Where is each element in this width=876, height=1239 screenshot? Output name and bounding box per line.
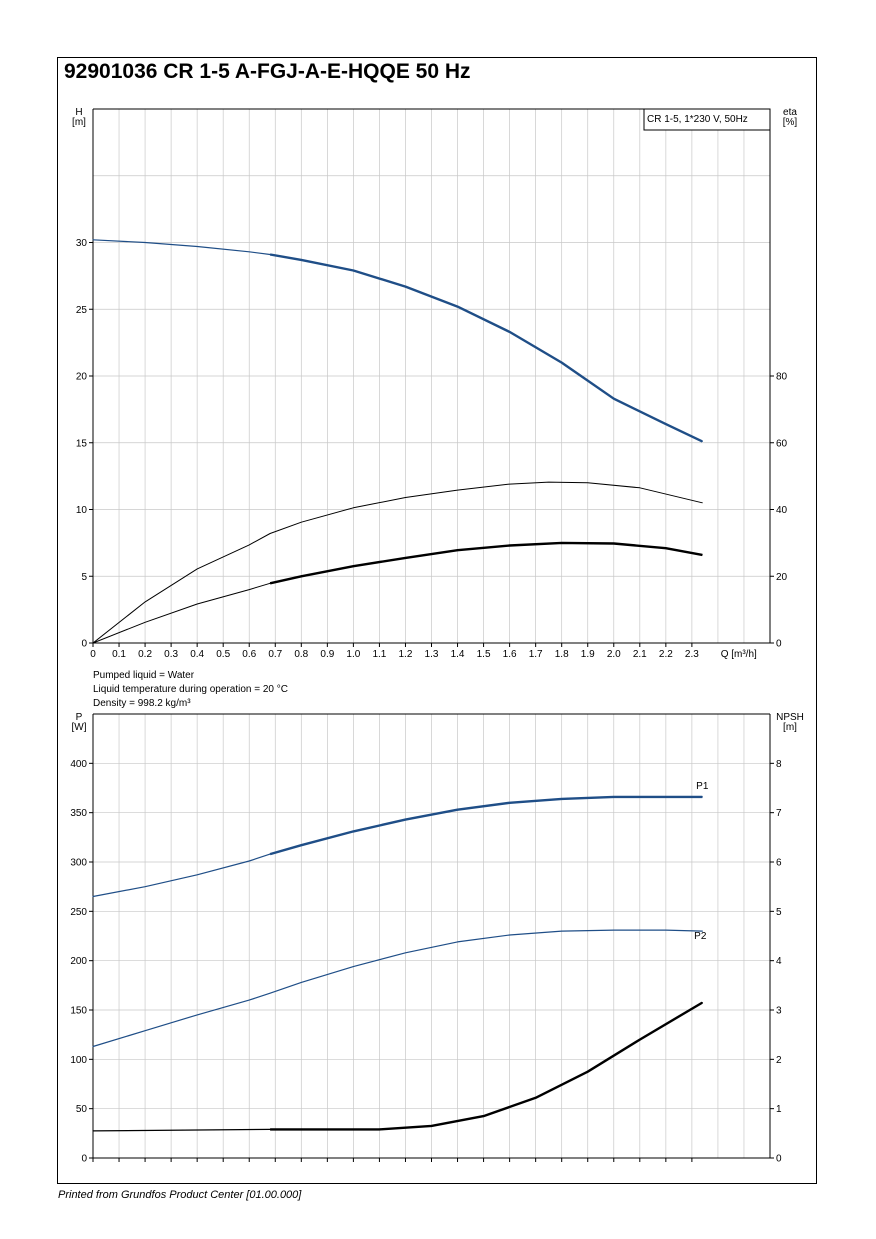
y-left-tick-label: 0 [81,1154,87,1165]
y-left-tick-label: 350 [70,808,87,819]
series-line [92,542,703,644]
y-right-tick-label: 80 [776,372,788,383]
x-tick-label: 0.2 [138,649,152,660]
x-tick-label: 1.1 [372,649,386,660]
y-right-tick-label: 60 [776,438,788,449]
y-right-tick-label: 20 [776,572,788,583]
series-line-p1 [92,796,703,898]
liquid-info-line: Liquid temperature during operation = 20… [93,684,288,695]
x-tick-label: 2.2 [659,649,673,660]
series-duty-range [269,253,703,443]
x-tick-label: 1.2 [399,649,413,660]
liquid-info-line: Density = 998.2 kg/m³ [93,698,191,709]
x-tick-label: 0.8 [294,649,308,660]
y-left-tick-label: 150 [70,1006,87,1017]
x-tick-label: 1.3 [425,649,439,660]
y-left-axis-label: H [75,107,82,118]
liquid-info-line: Pumped liquid = Water [93,670,195,681]
y-right-tick-label: 7 [776,808,782,819]
power-npsh-chart: 0 50 100 150 200 250 300 350 400 P[W] 0 1 2 3 4 5 6 7 8 NPS… [70,712,804,1165]
x-tick-label: 1.6 [503,649,517,660]
head-efficiency-chart: 0 5 10 15 20 25 30 H[m] 0 20 40 60 80 eta[%] 0 0.1 0.2 0.… [72,107,797,660]
series-line [92,481,703,644]
series-line [92,1002,703,1132]
series-line [92,239,703,442]
grid [92,108,771,644]
x-tick-label: 1.7 [529,649,543,660]
y-left-axis-unit: [m] [72,117,86,128]
footer-note: Printed from Grundfos Product Center [01… [58,1189,302,1201]
y-right-tick-label: 5 [776,907,782,918]
x-tick-label: 1.8 [555,649,569,660]
page-title: 92901036 CR 1-5 A-FGJ-A-E-HQQE 50 Hz [64,60,471,83]
y-left-tick-label: 5 [81,572,87,583]
y-right-axis-label: eta [783,107,797,118]
legend-box-text: CR 1-5, 1*230 V, 50Hz [647,114,748,125]
y-right-tick-label: 40 [776,505,788,516]
liquid-info: Pumped liquid = Water Liquid temperature… [93,670,288,709]
y-right-tick-label: 2 [776,1055,782,1066]
legend-box: CR 1-5, 1*230 V, 50Hz [643,108,771,131]
y-right-tick-label: 3 [776,1006,782,1017]
x-tick-label: 0.6 [242,649,256,660]
y-right-tick-label: 1 [776,1104,782,1115]
y-left-tick-label: 50 [76,1104,88,1115]
y-left-tick-label: 15 [76,438,88,449]
x-tick-label: 0.7 [268,649,282,660]
y-left-tick-label: 100 [70,1055,87,1066]
x-tick-label: 1.9 [581,649,595,660]
y-left-axis-unit: [W] [72,722,87,733]
series-duty-range [269,541,703,585]
x-tick-label: 2.1 [633,649,647,660]
y-right-axis-unit: [%] [783,117,798,128]
series-duty-range [270,1001,703,1131]
y-right-tick-label: 4 [776,956,782,967]
y-right-tick-label: 0 [776,639,782,650]
x-tick-label: 0.5 [216,649,230,660]
legend-box-frame [643,108,771,131]
x-tick-label: 2.0 [607,649,621,660]
grid [92,713,771,1159]
x-tick-label: 1.0 [346,649,360,660]
y-left-tick-label: 400 [70,759,87,770]
y-left-tick-label: 0 [81,639,87,650]
x-tick-label: 0.4 [190,649,204,660]
page-frame [57,57,817,1184]
y-left-tick-label: 10 [76,505,88,516]
y-right-axis-unit: [m] [783,722,797,733]
y-left-tick-label: 300 [70,858,87,869]
y-right-axis-label: NPSH [776,712,804,723]
y-left-tick-label: 25 [76,305,88,316]
x-tick-label: 0.1 [112,649,126,660]
series-duty-range [269,795,703,856]
y-left-tick-label: 250 [70,907,87,918]
y-right-tick-label: 8 [776,759,782,770]
x-tick-label: 2.3 [685,649,699,660]
y-left-tick-label: 20 [76,372,88,383]
y-right-tick-label: 0 [776,1154,782,1165]
series-label-p2: P2 [694,931,707,942]
x-tick-label: 0.9 [320,649,334,660]
y-left-axis-label: P [76,712,83,723]
x-tick-label: 0 [90,649,96,660]
y-left-tick-label: 200 [70,956,87,967]
y-left-tick-label: 30 [76,238,88,249]
y-right-tick-label: 6 [776,858,782,869]
series-label-p1: P1 [696,781,709,792]
x-axis-label: Q [m³/h] [721,649,757,660]
series-line-p2 [92,929,703,1048]
x-tick-label: 1.4 [451,649,465,660]
x-tick-label: 0.3 [164,649,178,660]
x-tick-label: 1.5 [477,649,491,660]
